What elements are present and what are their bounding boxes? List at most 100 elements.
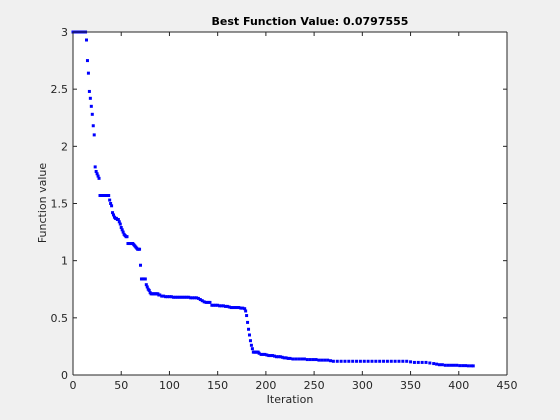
data-point xyxy=(147,288,151,292)
data-point xyxy=(440,363,444,367)
x-tick-label: 400 xyxy=(448,379,469,392)
data-point xyxy=(250,347,254,351)
data-point xyxy=(120,228,124,232)
plot-area xyxy=(73,32,507,375)
data-point xyxy=(86,71,90,75)
data-point xyxy=(117,220,121,224)
data-point xyxy=(181,295,185,299)
data-point xyxy=(245,314,249,318)
data-point xyxy=(385,359,389,363)
data-point xyxy=(206,300,210,304)
data-point xyxy=(374,359,378,363)
data-point xyxy=(158,293,162,297)
chart-title: Best Function Value: 0.0797555 xyxy=(212,15,409,28)
data-point xyxy=(87,89,91,93)
data-point xyxy=(119,226,123,230)
data-point xyxy=(247,327,251,331)
data-point xyxy=(200,299,204,303)
y-tick-label: 2.5 xyxy=(51,83,69,96)
data-point xyxy=(212,303,216,307)
data-point xyxy=(347,359,351,363)
data-point xyxy=(90,112,94,116)
data-point xyxy=(320,358,324,362)
data-point xyxy=(323,358,327,362)
data-point xyxy=(235,306,239,310)
data-point xyxy=(91,124,95,128)
data-point xyxy=(446,363,450,367)
y-tick-label: 0.5 xyxy=(51,312,69,325)
data-point xyxy=(185,295,189,299)
data-point xyxy=(305,358,309,362)
data-point xyxy=(196,296,200,300)
data-point xyxy=(471,364,475,368)
data-point xyxy=(164,295,168,299)
data-point xyxy=(162,294,166,298)
data-point xyxy=(116,218,120,222)
data-point xyxy=(233,306,237,310)
data-point xyxy=(405,359,409,363)
data-point xyxy=(343,359,347,363)
data-point xyxy=(139,263,143,267)
data-point xyxy=(366,359,370,363)
data-point xyxy=(317,358,321,362)
data-point xyxy=(85,59,89,63)
data-point xyxy=(227,305,231,309)
data-point xyxy=(111,211,115,215)
data-point xyxy=(257,351,261,355)
data-point xyxy=(183,295,187,299)
data-point xyxy=(94,169,98,173)
x-ticks: 0 50 100 150 200 250 300 350 400 450 xyxy=(70,32,518,392)
data-point xyxy=(358,359,362,363)
data-point xyxy=(85,38,88,42)
data-point xyxy=(261,352,265,356)
data-point xyxy=(191,296,195,300)
data-point xyxy=(259,352,263,356)
data-point xyxy=(187,295,191,299)
data-point xyxy=(286,356,290,360)
data-point xyxy=(265,353,269,357)
data-point xyxy=(458,364,462,368)
data-point xyxy=(339,359,343,363)
x-tick-label: 450 xyxy=(497,379,518,392)
data-point xyxy=(326,358,330,362)
data-point xyxy=(263,352,267,356)
x-tick-label: 0 xyxy=(70,379,77,392)
data-point xyxy=(443,363,447,367)
data-point xyxy=(121,230,125,234)
y-tick-label: 1 xyxy=(61,255,68,268)
data-point xyxy=(461,364,465,368)
data-point xyxy=(420,360,424,364)
y-axis-title: Function value xyxy=(36,163,49,244)
data-point xyxy=(225,304,229,308)
data-markers xyxy=(71,30,475,368)
data-point xyxy=(241,306,245,310)
data-point xyxy=(416,360,420,364)
data-point xyxy=(218,304,222,308)
data-point xyxy=(276,355,280,359)
data-point xyxy=(92,133,96,137)
data-point xyxy=(179,295,183,299)
data-point xyxy=(401,359,405,363)
data-point xyxy=(193,296,197,300)
data-point xyxy=(311,358,315,362)
data-point xyxy=(244,309,248,313)
x-tick-label: 350 xyxy=(400,379,421,392)
data-point xyxy=(216,303,220,307)
data-point xyxy=(428,361,432,365)
data-point xyxy=(284,356,288,360)
data-point xyxy=(171,295,175,299)
x-tick-label: 250 xyxy=(304,379,325,392)
data-point xyxy=(89,104,93,108)
y-tick-label: 1.5 xyxy=(51,198,69,211)
x-axis-title: Iteration xyxy=(267,393,314,406)
data-point xyxy=(249,343,253,347)
data-point xyxy=(409,360,413,364)
data-point xyxy=(382,359,386,363)
data-point xyxy=(237,306,241,310)
data-point xyxy=(469,364,473,368)
data-point xyxy=(110,204,114,208)
data-point xyxy=(370,359,374,363)
data-point xyxy=(96,174,100,178)
data-point xyxy=(173,295,177,299)
